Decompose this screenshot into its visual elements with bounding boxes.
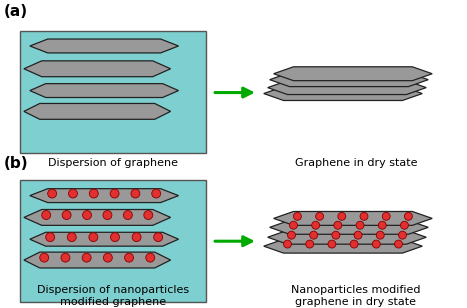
Polygon shape xyxy=(274,67,432,81)
Polygon shape xyxy=(24,252,170,268)
Circle shape xyxy=(48,189,57,198)
Polygon shape xyxy=(30,189,178,203)
Circle shape xyxy=(404,213,412,220)
Circle shape xyxy=(328,240,336,248)
Circle shape xyxy=(360,213,368,220)
Circle shape xyxy=(123,211,132,220)
Polygon shape xyxy=(264,87,422,100)
Circle shape xyxy=(103,211,112,220)
Circle shape xyxy=(46,233,55,241)
Polygon shape xyxy=(24,209,170,225)
Polygon shape xyxy=(269,221,428,234)
Circle shape xyxy=(154,233,163,241)
Text: Nanoparticles modified
graphene in dry state: Nanoparticles modified graphene in dry s… xyxy=(291,285,421,306)
Circle shape xyxy=(103,253,112,262)
Circle shape xyxy=(62,211,71,220)
Circle shape xyxy=(290,221,297,229)
Text: (b): (b) xyxy=(4,156,28,171)
Circle shape xyxy=(132,233,141,241)
Circle shape xyxy=(372,240,380,248)
Polygon shape xyxy=(269,73,428,87)
Circle shape xyxy=(125,253,134,262)
Circle shape xyxy=(306,240,314,248)
Circle shape xyxy=(283,240,291,248)
Circle shape xyxy=(310,231,318,239)
Circle shape xyxy=(395,240,403,248)
Circle shape xyxy=(293,213,301,220)
Circle shape xyxy=(152,189,161,198)
Text: Dispersion of nanoparticles
modified graphene: Dispersion of nanoparticles modified gra… xyxy=(37,285,189,306)
Circle shape xyxy=(350,240,358,248)
Circle shape xyxy=(144,211,153,220)
Circle shape xyxy=(110,189,119,198)
Circle shape xyxy=(89,189,98,198)
Circle shape xyxy=(398,231,406,239)
Circle shape xyxy=(334,221,342,229)
Polygon shape xyxy=(268,81,426,95)
Polygon shape xyxy=(30,39,178,53)
Circle shape xyxy=(288,231,296,239)
Polygon shape xyxy=(274,212,432,225)
Circle shape xyxy=(61,253,70,262)
Circle shape xyxy=(311,221,319,229)
Circle shape xyxy=(401,221,409,229)
Polygon shape xyxy=(30,232,178,246)
Circle shape xyxy=(382,213,390,220)
Circle shape xyxy=(131,189,140,198)
Circle shape xyxy=(82,253,91,262)
Text: Graphene in dry state: Graphene in dry state xyxy=(295,158,417,168)
Circle shape xyxy=(42,211,50,220)
Text: Dispersion of graphene: Dispersion of graphene xyxy=(48,158,178,168)
Circle shape xyxy=(83,211,92,220)
Circle shape xyxy=(332,231,340,239)
Circle shape xyxy=(378,221,386,229)
Bar xyxy=(20,180,206,302)
Circle shape xyxy=(146,253,155,262)
Circle shape xyxy=(69,189,78,198)
Polygon shape xyxy=(24,103,170,119)
Polygon shape xyxy=(268,230,426,244)
Circle shape xyxy=(67,233,76,241)
Polygon shape xyxy=(24,61,170,77)
Circle shape xyxy=(111,233,120,241)
Bar xyxy=(20,31,206,153)
Circle shape xyxy=(356,221,364,229)
Text: (a): (a) xyxy=(4,4,28,19)
Circle shape xyxy=(40,253,49,262)
Circle shape xyxy=(354,231,362,239)
Polygon shape xyxy=(264,239,422,253)
Circle shape xyxy=(316,213,324,220)
Circle shape xyxy=(376,231,384,239)
Circle shape xyxy=(338,213,346,220)
Circle shape xyxy=(89,233,98,241)
Polygon shape xyxy=(30,84,178,98)
